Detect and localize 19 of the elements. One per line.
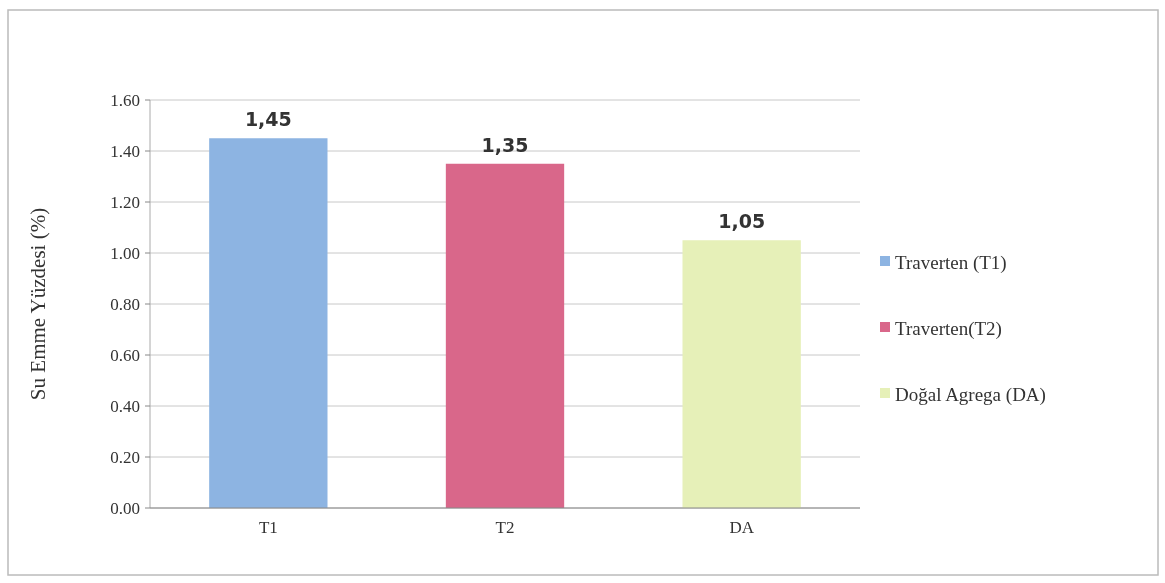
- legend-label: Traverten (T1): [895, 251, 1007, 274]
- y-tick-label: 1.60: [110, 90, 140, 110]
- x-tick-label: T1: [258, 518, 278, 537]
- x-tick-label: T2: [495, 518, 515, 537]
- y-tick-label: 0.00: [110, 498, 140, 518]
- y-axis-title: Su Emme Yüzdesi (%): [26, 207, 50, 401]
- y-tick-label: 1.40: [110, 141, 140, 161]
- x-tick-label: DA: [729, 518, 755, 537]
- y-tick-label: 0.20: [110, 447, 140, 467]
- y-tick-label: 0.60: [110, 345, 140, 365]
- data-label: 1,35: [481, 133, 529, 156]
- y-tick-label: 0.80: [110, 294, 140, 314]
- legend-label: Traverten(T2): [895, 317, 1002, 340]
- y-tick-label: 1.20: [110, 192, 140, 212]
- y-tick-label: 1.00: [110, 243, 140, 263]
- y-tick-label: 0.40: [110, 396, 140, 416]
- legend-label: Doğal Agrega (DA): [895, 383, 1046, 406]
- data-label: 1,45: [244, 108, 292, 131]
- data-label: 1,05: [718, 210, 766, 233]
